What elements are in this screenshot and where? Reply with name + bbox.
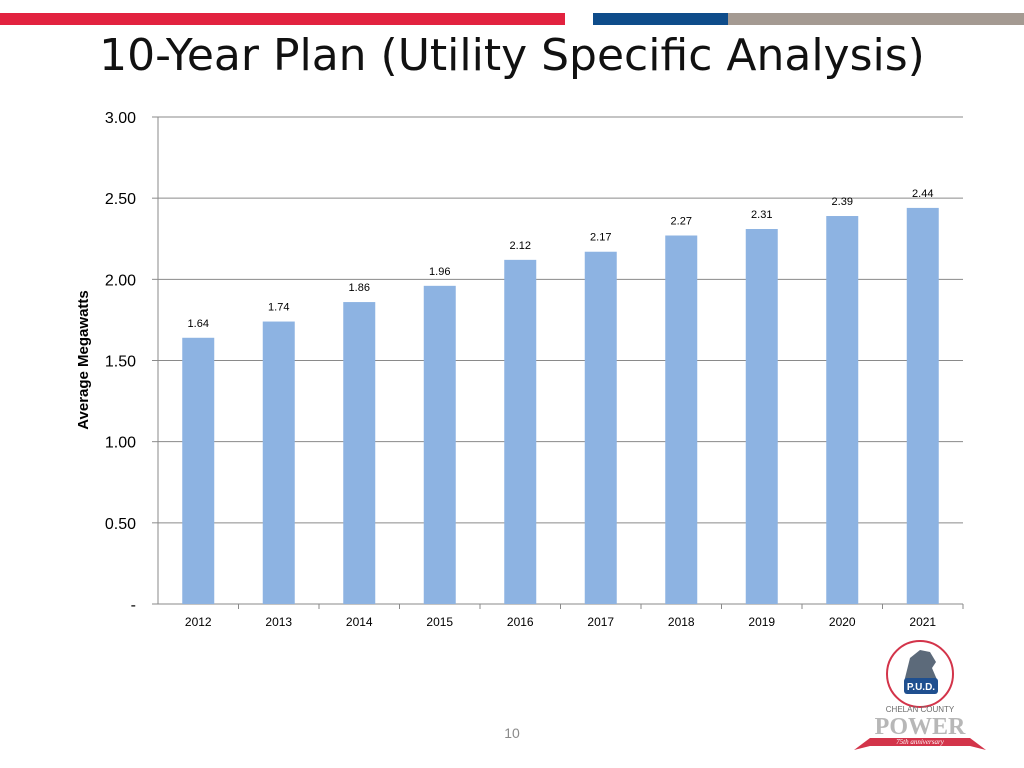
data-label: 1.74: [268, 302, 289, 314]
data-label: 1.86: [349, 282, 370, 294]
data-label: 2.27: [671, 216, 692, 228]
bar: [665, 235, 698, 604]
y-tick-label: 3.00: [105, 110, 136, 127]
header-gray-stripe: [728, 13, 1024, 25]
logo-year-start: 1936: [864, 749, 875, 755]
logo-power: POWER: [875, 714, 966, 740]
logo-year-end: 2011: [966, 749, 977, 755]
x-tick-label: 2021: [909, 615, 936, 629]
logo-county: CHELAN COUNTY: [886, 705, 955, 714]
bars: [182, 207, 939, 605]
x-tick-label: 2017: [587, 615, 614, 629]
bar: [423, 285, 456, 604]
data-label: 2.12: [510, 240, 531, 252]
logo-ribbon: 75th anniversary: [896, 738, 945, 746]
data-label: 2.17: [590, 232, 611, 244]
bar: [826, 216, 859, 605]
y-axis-label: Average Megawatts: [75, 290, 92, 430]
chelan-pud-logo: P.U.D. CHELAN COUNTY POWER 75th annivers…: [854, 640, 986, 755]
data-label: 2.44: [912, 188, 933, 200]
y-tick-label: 1.00: [105, 435, 136, 452]
header-blue-stripe: [593, 13, 728, 25]
header-red-stripe: [0, 13, 565, 25]
y-tick-label: 2.50: [105, 191, 136, 208]
y-tick-label: 2.00: [105, 272, 136, 289]
bar: [584, 251, 617, 604]
x-tick-label: 2016: [507, 615, 534, 629]
data-label: 2.39: [832, 196, 853, 208]
x-tick-label: 2019: [748, 615, 775, 629]
x-tick-label: 2013: [265, 615, 292, 629]
slide-title: 10-Year Plan (Utility Specific Analysis): [99, 30, 925, 81]
bar: [182, 337, 215, 604]
y-tick-label: -: [131, 597, 136, 614]
y-tick-label: 1.50: [105, 354, 136, 371]
bar: [262, 321, 295, 604]
bar: [343, 302, 376, 604]
x-tick-label: 2018: [668, 615, 695, 629]
data-label: 1.64: [188, 318, 209, 330]
page-number: 10: [504, 725, 520, 741]
bar-chart: -0.501.001.502.002.503.00 1.641.741.861.…: [75, 110, 964, 629]
y-tick-label: 0.50: [105, 516, 136, 533]
y-tick-labels: - 0.50 1.00 1.50 2.00 2.50 3.00: [105, 110, 136, 614]
logo-badge: P.U.D.: [907, 682, 935, 693]
x-tick-label: 2014: [346, 615, 373, 629]
bar: [504, 259, 537, 604]
x-tick-labels: 2012 2013 2014 2015 2016 2017 2018 2019 2020 2021: [185, 615, 937, 629]
data-label: 1.96: [429, 266, 450, 278]
data-labels: 1.64 1.74 1.86 1.96 2.12 2.17 2.27 2.31 2.39 2.44: [188, 188, 934, 330]
x-tick-label: 2012: [185, 615, 212, 629]
bar: [745, 229, 778, 604]
x-tick-label: 2015: [426, 615, 453, 629]
bar: [906, 207, 939, 604]
x-tick-label: 2020: [829, 615, 856, 629]
data-label: 2.31: [751, 209, 772, 221]
